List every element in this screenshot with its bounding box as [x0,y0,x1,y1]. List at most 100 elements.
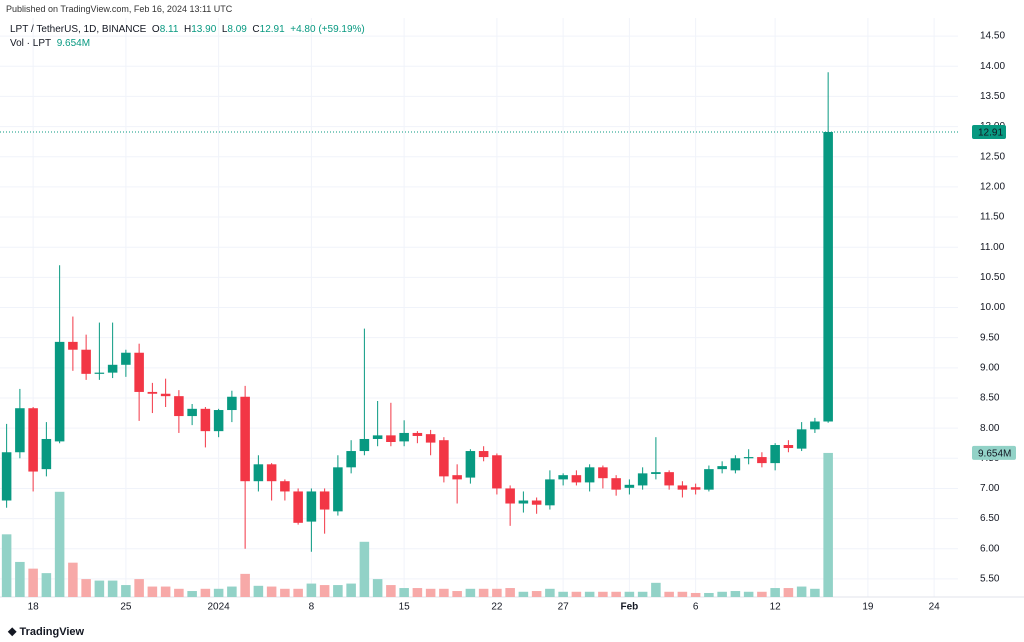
x-tick-label: Feb [621,602,639,613]
candle-body [28,408,38,472]
candle-body [611,478,621,490]
y-tick-label: 8.00 [980,423,1000,434]
volume-bar [319,585,330,597]
candle-body [664,472,674,486]
volume-bar [227,586,237,597]
volume-bar [1,534,12,597]
volume-tag [972,445,1016,460]
candle-body [160,393,171,397]
y-tick-label: 9.50 [980,332,1000,343]
volume-bar [730,591,741,597]
volume-bar [823,452,833,597]
volume-bar [452,591,462,597]
brand: ⬥ TradingView [8,624,85,638]
candle-body [651,472,661,474]
volume-bar [545,588,555,597]
candle-body [280,481,290,492]
x-tick-label: 8 [309,602,315,613]
volume-bar [306,583,317,597]
candle-body [425,434,436,443]
volume-value: 9.654M [56,38,91,49]
y-tick-label: 9.00 [980,362,1000,373]
candle-body [558,475,568,480]
candle-body [637,473,648,486]
candle-body [452,475,462,480]
volume-bar [107,580,118,597]
candle-body [810,421,820,430]
volume-tag-label: 9.654M [978,449,1011,460]
brand-name: TradingView [19,626,85,638]
candle-body [333,467,343,512]
ohlc-value: 8.11 [159,24,179,35]
volume-bar [518,591,529,597]
volume-bar [611,591,621,597]
volume-bar [584,591,595,597]
candle-body [505,488,515,504]
volume-bar [94,580,105,597]
volume-bar [359,541,370,597]
x-tick-label: 15 [399,602,411,613]
candle-body [240,396,250,482]
candle-body [478,451,489,458]
candle-body [571,475,582,483]
volume-bar [81,579,91,597]
symbol: LPT / TetherUS, 1D, BINANCE [10,24,147,35]
candle-body [346,451,356,468]
candle-body [743,457,754,459]
candle-body [359,438,370,452]
x-tick-label: 24 [929,602,941,613]
candle-body [54,341,65,442]
ohlc-label: C [252,24,260,35]
volume-bar [134,579,144,597]
volume-bar [677,591,688,597]
volume-bar [425,588,436,597]
volume-bar [372,579,383,597]
volume-bar [68,562,78,597]
ohlc-value: 8.09 [227,24,247,35]
volume-bar [558,591,568,597]
y-tick-label: 14.00 [980,61,1005,72]
candle-body [598,467,608,479]
volume-bar [492,588,502,597]
volume-bar [704,592,714,597]
ohlc-value: 13.90 [191,24,217,35]
y-tick-label: 10.50 [980,272,1005,283]
x-tick-label: 25 [120,602,132,613]
candle-body [81,349,91,374]
candle-body [306,491,317,522]
volume-bar [796,586,807,597]
volume-bar [41,573,52,597]
candle-body [465,451,476,478]
candle-body [704,469,714,490]
y-tick-label: 6.50 [980,513,1000,524]
candle-body [677,485,688,490]
volume-bar [147,586,158,597]
legend-line: LPT / TetherUS, 1D, BINANCE O8.11 H13.90… [10,24,365,35]
candle-body [372,435,383,439]
volume-bar [213,588,224,597]
volume-bar [293,588,303,597]
candle-body [68,341,78,350]
volume-bar [240,573,250,597]
candle-body [518,500,529,504]
published: Published on TradingView.com, Feb 16, 20… [6,4,233,14]
volume-bar [15,561,25,597]
volume-bar [386,585,396,597]
candle-body [227,396,237,411]
candle-body [584,467,595,483]
candle-body [624,484,635,488]
volume-bar [690,592,701,597]
candle-body [293,491,303,523]
volume-bar [783,588,794,597]
candle-body [796,429,807,449]
volume-bar [187,591,197,597]
volume-bar [253,585,264,597]
y-tick-label: 13.50 [980,91,1005,102]
volume-bar [412,588,423,597]
volume-bar [280,588,290,597]
volume-bar [399,588,409,597]
candle-body [121,352,131,365]
candle-body [531,500,542,505]
x-tick-label: 22 [491,602,503,613]
